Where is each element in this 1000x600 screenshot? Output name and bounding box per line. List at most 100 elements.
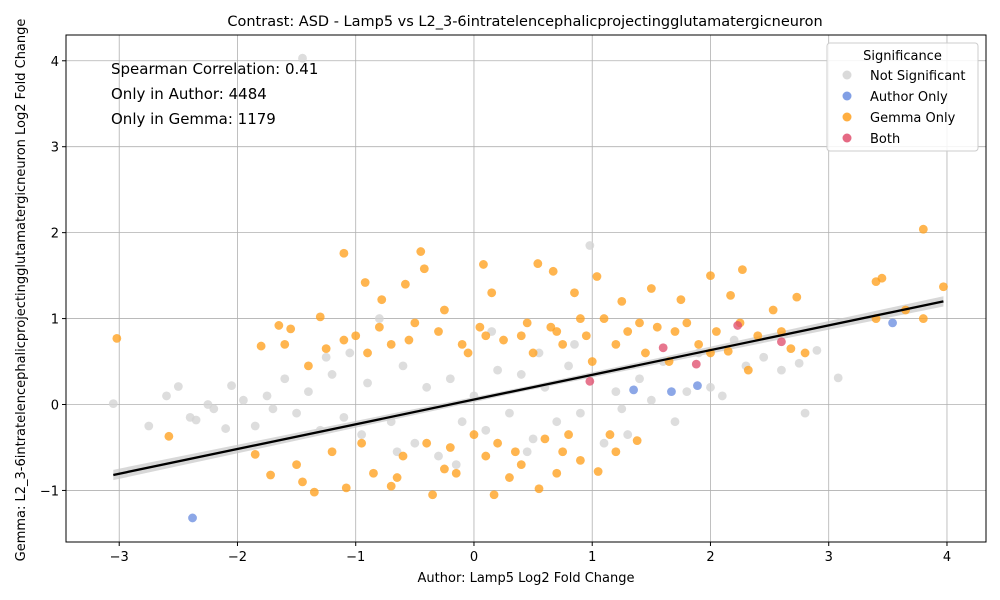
data-point bbox=[812, 345, 822, 355]
series-author-only bbox=[188, 318, 897, 523]
data-point bbox=[939, 282, 948, 292]
annotation-text: Only in Gemma: 1179 bbox=[111, 110, 276, 128]
data-point bbox=[534, 484, 544, 494]
data-point bbox=[363, 378, 372, 388]
data-point bbox=[339, 248, 349, 258]
data-point bbox=[693, 381, 702, 391]
data-point bbox=[327, 370, 337, 379]
legend-entry: Both bbox=[870, 132, 900, 147]
data-point bbox=[369, 468, 378, 478]
legend-marker bbox=[842, 112, 852, 122]
data-point bbox=[611, 387, 621, 397]
data-point bbox=[918, 224, 928, 234]
data-point bbox=[309, 487, 319, 497]
data-point bbox=[676, 295, 686, 305]
y-axis-label: Gemma: L2_3-6intratelencephalicprojectin… bbox=[14, 19, 29, 562]
data-point bbox=[800, 408, 810, 418]
data-point bbox=[298, 53, 307, 63]
plot-frame bbox=[65, 34, 987, 543]
data-point bbox=[286, 324, 296, 334]
data-point bbox=[635, 374, 644, 384]
data-point bbox=[400, 279, 410, 289]
data-point bbox=[548, 266, 558, 276]
data-point bbox=[558, 339, 568, 349]
data-point bbox=[528, 348, 538, 358]
annotations: Spearman Correlation: 0.41 Only in Author… bbox=[111, 60, 318, 128]
data-point bbox=[599, 314, 609, 323]
data-point bbox=[404, 335, 414, 345]
data-point bbox=[173, 382, 183, 391]
data-point bbox=[711, 327, 721, 336]
data-point bbox=[469, 430, 479, 439]
data-point bbox=[481, 451, 491, 461]
data-point bbox=[533, 259, 543, 268]
data-point bbox=[877, 273, 887, 283]
data-point bbox=[451, 460, 461, 470]
data-point bbox=[345, 348, 355, 358]
data-point bbox=[416, 247, 426, 256]
data-point bbox=[422, 382, 432, 392]
data-point bbox=[434, 451, 443, 461]
data-point bbox=[599, 438, 609, 448]
data-point bbox=[528, 434, 538, 444]
data-point bbox=[564, 430, 573, 439]
data-point bbox=[738, 265, 747, 274]
data-point bbox=[422, 438, 432, 448]
legend-entry: Not Significant bbox=[870, 69, 966, 84]
data-point bbox=[629, 385, 639, 395]
data-point bbox=[505, 408, 514, 418]
data-point bbox=[451, 468, 461, 478]
data-point bbox=[552, 327, 562, 336]
y-tick-label: 4 bbox=[51, 55, 59, 70]
data-point bbox=[445, 374, 455, 384]
data-point bbox=[304, 361, 313, 371]
data-point bbox=[256, 341, 266, 351]
data-point bbox=[457, 417, 467, 427]
data-point bbox=[268, 404, 278, 414]
data-point bbox=[575, 455, 585, 465]
data-point bbox=[585, 241, 595, 250]
legend-entry: Author Only bbox=[870, 90, 948, 105]
y-tick-label: 2 bbox=[51, 227, 59, 242]
annotation-text: Spearman Correlation: 0.41 bbox=[111, 60, 318, 78]
data-point bbox=[587, 357, 597, 366]
x-tick-label: −1 bbox=[346, 550, 365, 565]
data-point bbox=[753, 331, 763, 341]
y-tick-label: −1 bbox=[40, 484, 59, 499]
x-tick-label: −2 bbox=[228, 550, 247, 565]
data-point bbox=[274, 321, 284, 330]
data-point bbox=[777, 337, 786, 347]
data-point bbox=[522, 447, 532, 457]
data-point bbox=[658, 343, 668, 353]
data-point bbox=[386, 339, 396, 349]
data-point bbox=[292, 408, 301, 418]
data-point bbox=[743, 365, 753, 375]
data-point bbox=[652, 322, 662, 332]
data-point bbox=[611, 447, 621, 457]
data-point bbox=[570, 288, 579, 298]
data-point bbox=[505, 473, 514, 482]
data-point bbox=[592, 272, 602, 281]
data-point bbox=[339, 335, 349, 345]
data-points bbox=[108, 53, 948, 523]
data-point bbox=[463, 348, 473, 358]
data-point bbox=[250, 421, 260, 431]
data-point bbox=[759, 352, 769, 362]
data-point bbox=[833, 373, 843, 383]
data-point bbox=[321, 344, 331, 354]
data-point bbox=[434, 327, 443, 336]
legend-marker bbox=[842, 91, 852, 101]
data-point bbox=[410, 318, 420, 328]
data-point bbox=[682, 318, 692, 328]
data-point bbox=[227, 381, 236, 391]
legend-entry: Gemma Only bbox=[870, 111, 956, 126]
data-point bbox=[593, 467, 603, 476]
data-point bbox=[641, 348, 650, 358]
data-point bbox=[617, 296, 627, 306]
data-point bbox=[605, 430, 615, 439]
y-tick-label: 1 bbox=[51, 313, 59, 328]
data-point bbox=[691, 359, 701, 369]
x-tick-label: −3 bbox=[110, 550, 129, 565]
data-point bbox=[262, 391, 272, 401]
data-point bbox=[144, 421, 154, 431]
